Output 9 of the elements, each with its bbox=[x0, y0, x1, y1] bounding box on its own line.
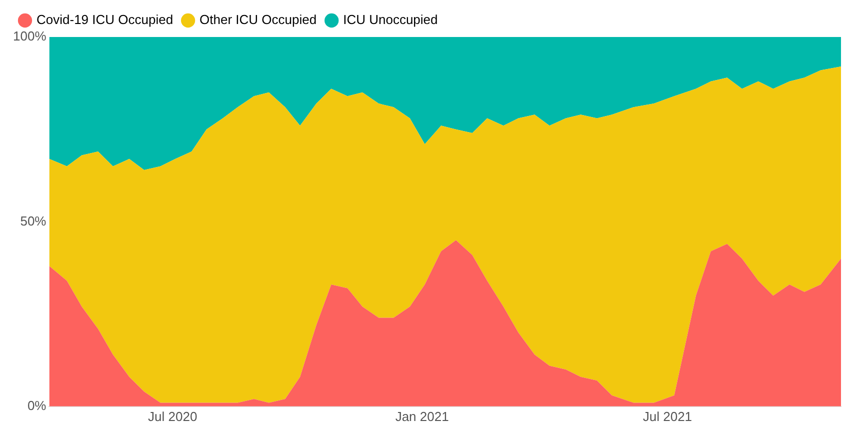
x-tick-label: Jul 2021 bbox=[642, 408, 692, 424]
x-tick-label: Jul 2020 bbox=[148, 408, 198, 424]
x-tick-label: Jan 2021 bbox=[395, 408, 449, 424]
y-tick-label: 100% bbox=[13, 28, 47, 44]
legend-label: Other ICU Occupied bbox=[200, 12, 317, 28]
legend-label: Covid-19 ICU Occupied bbox=[36, 12, 174, 28]
legend-label: ICU Unoccupied bbox=[343, 12, 438, 28]
y-tick-label: 50% bbox=[20, 213, 47, 228]
y-tick-label: 0% bbox=[27, 398, 47, 413]
